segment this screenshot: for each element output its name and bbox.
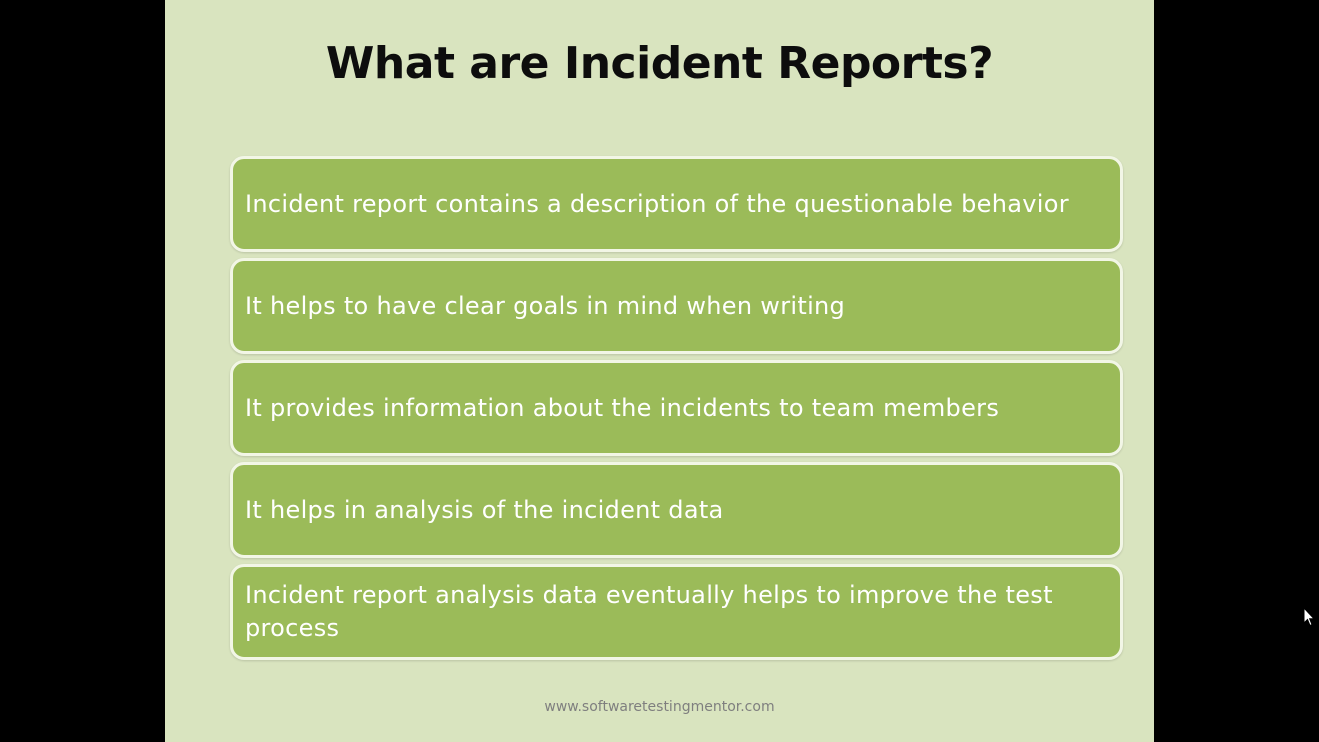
bullet-box: It provides information about the incide…	[230, 360, 1123, 456]
mouse-pointer-icon	[1303, 607, 1315, 627]
slide-title: What are Incident Reports?	[325, 38, 994, 89]
bullet-list: Incident report contains a description o…	[230, 156, 1123, 666]
bullet-text: Incident report contains a description o…	[245, 189, 1069, 218]
bullet-box: It helps to have clear goals in mind whe…	[230, 258, 1123, 354]
bullet-box: Incident report analysis data eventually…	[230, 564, 1123, 660]
bullet-box: It helps in analysis of the incident dat…	[230, 462, 1123, 558]
bullet-text: It helps in analysis of the incident dat…	[245, 495, 724, 524]
bullet-text: Incident report analysis data eventually…	[245, 581, 1053, 642]
bullet-text: It helps to have clear goals in mind whe…	[245, 291, 846, 320]
footer-url: www.softwaretestingmentor.com	[544, 699, 775, 715]
bullet-box: Incident report contains a description o…	[230, 156, 1123, 252]
presentation-slide: What are Incident Reports? Incident repo…	[165, 0, 1154, 742]
bullet-text: It provides information about the incide…	[245, 393, 1000, 422]
